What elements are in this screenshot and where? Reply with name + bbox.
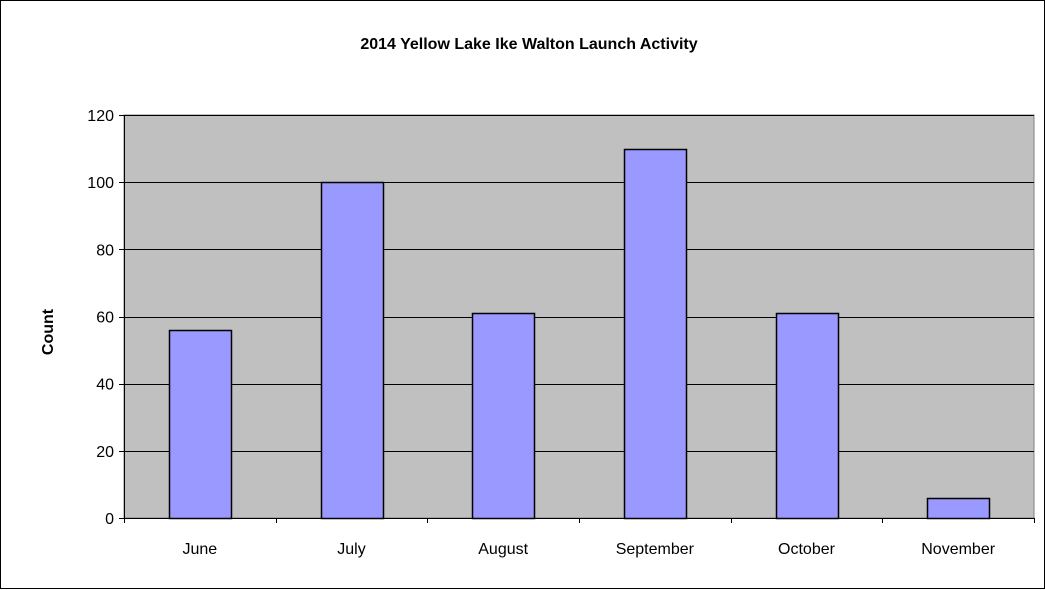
- y-axis-label: Count: [40, 308, 57, 355]
- y-tick-label: 100: [87, 175, 114, 192]
- chart-title: 2014 Yellow Lake Ike Walton Launch Activ…: [360, 36, 697, 53]
- gridlines: [124, 115, 1034, 452]
- bar-august: [471, 312, 536, 520]
- y-tick-label: 120: [87, 108, 114, 125]
- x-tick-labels: June July August September October November: [182, 541, 995, 558]
- bars: [168, 148, 991, 520]
- bar-july: [320, 181, 385, 520]
- y-tick-labels: 0 20 40 60 80 100 120: [87, 108, 114, 528]
- bar-october: [775, 312, 840, 520]
- y-tick-label: 40: [96, 377, 114, 394]
- x-tick-label: November: [921, 541, 995, 558]
- bar-september: [623, 148, 688, 520]
- x-tick-label: September: [616, 541, 695, 558]
- x-tick-label: August: [478, 541, 528, 558]
- y-tick-label: 0: [105, 511, 114, 528]
- plot-area: [123, 114, 1035, 519]
- y-tick-label: 20: [96, 444, 114, 461]
- x-tick-label: October: [778, 541, 836, 558]
- x-tick-label: July: [337, 541, 365, 558]
- bar-november: [926, 497, 991, 520]
- axes: [119, 115, 1035, 523]
- y-tick-label: 60: [96, 310, 114, 327]
- x-tick-label: June: [182, 541, 217, 558]
- y-tick-label: 80: [96, 242, 114, 259]
- bar-june: [168, 329, 233, 520]
